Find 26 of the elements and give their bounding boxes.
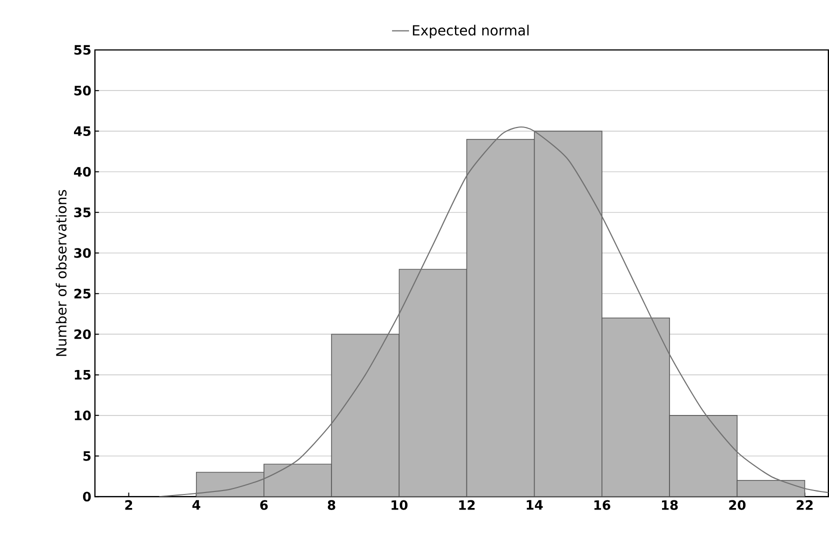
y-tick-label: 25 [74,288,91,299]
x-tick-label: 4 [192,500,200,510]
x-tick-label: 12 [459,500,475,510]
y-tick-label: 30 [74,248,91,258]
y-tick-label: 10 [74,410,91,421]
y-tick-label: 0 [83,492,91,502]
y-tick-label: 20 [74,330,91,340]
y-tick-label: 55 [74,45,91,55]
x-tick-label: 16 [594,500,610,510]
line-series [158,126,828,497]
legend-label: Expected normal [412,24,529,38]
x-tick-label: 20 [729,500,746,510]
x-tick-label: 14 [526,500,543,510]
y-tick-label: 35 [74,208,91,218]
x-tick-label: 22 [796,500,813,510]
x-tick-label: 8 [328,500,336,510]
x-tick-label: 18 [662,500,678,510]
y-tick-label: 50 [74,86,91,96]
x-tick-label: 10 [392,500,408,510]
x-tick-label: 2 [125,500,132,510]
y-tick-label: 5 [83,451,91,462]
y-tick-label: 15 [74,370,91,380]
y-axis-title: Number of observations [56,190,67,356]
y-tick-label: 45 [74,126,91,136]
y-tick-label: 40 [74,167,91,177]
x-tick-label: 6 [260,500,268,510]
